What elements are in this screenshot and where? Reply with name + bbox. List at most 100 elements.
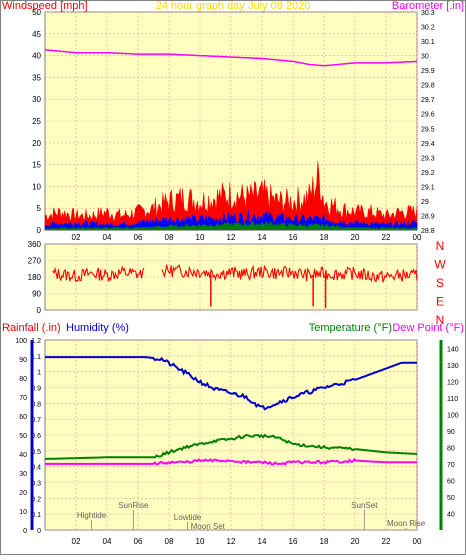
y-tick-label-wind: 40 (32, 52, 41, 61)
y-tick-label-rain: 0.3 (31, 481, 41, 488)
event-label: Lowtide (174, 513, 202, 522)
y-tick-label-dir: 0 (37, 306, 42, 315)
y-tick-label-baro: 30.3 (421, 10, 435, 17)
compass-label: N (436, 239, 445, 253)
y-tick-label-baro: 30.2 (421, 25, 435, 32)
y-tick-label-wind: 35 (32, 73, 41, 82)
compass-label: S (436, 276, 444, 290)
y-tick-label-rain: 0.4 (31, 465, 41, 472)
y-tick-label-humidity: 100 (15, 338, 27, 345)
y-tick-label-wind: 10 (32, 182, 41, 191)
rain-humidity-temp-ticks: 010203040506070809010000.10.20.30.40.50.… (15, 338, 458, 546)
y-tick-label-rain: 0.5 (31, 449, 41, 456)
y-tick-label-temp: 90 (447, 429, 455, 436)
y-tick-label-rain: 0.6 (31, 433, 41, 440)
x-tick-label: 10 (196, 537, 205, 546)
y-tick-label-rain: 0.7 (31, 417, 41, 424)
windspeed-axis-label: Windspeed [mph] (2, 0, 88, 12)
x-tick-label: 14 (258, 537, 267, 546)
y-tick-label-humidity: 80 (19, 376, 27, 383)
y-tick-label-temp: 50 (447, 495, 455, 502)
y-tick-label-dir: 180 (28, 273, 42, 282)
y-tick-label-temp: 110 (447, 396, 458, 403)
y-tick-label-wind: 50 (32, 8, 41, 17)
y-tick-label-baro: 29.4 (421, 141, 435, 148)
x-tick-label: 16 (289, 537, 298, 546)
wind-series-gust_low (44, 220, 418, 231)
event-label: Hightide (77, 511, 107, 520)
y-tick-label-baro: 29.5 (421, 126, 435, 133)
y-tick-label-baro: 30.1 (421, 39, 435, 46)
x-tick-label: 18 (320, 537, 329, 546)
x-tick-label: 06 (134, 233, 143, 242)
y-tick-label-baro: 30 (421, 54, 429, 61)
y-tick-label-baro: 29.3 (421, 155, 435, 162)
y-tick-label-baro: 29.9 (421, 68, 435, 75)
x-tick-label: 10 (196, 233, 205, 242)
y-tick-label-wind: 5 (37, 204, 42, 213)
wind-baro-ticks: 0 5 10 15 20 25 30 35 40 45 50 28.8 28.9 29 29.1 29.2 29… (32, 8, 435, 242)
y-tick-label-dir: 90 (32, 290, 41, 299)
y-tick-label-temp: 80 (447, 445, 455, 452)
wind-series-gust_mid (44, 209, 418, 231)
y-tick-label-wind: 45 (32, 30, 41, 39)
y-tick-label-humidity: 40 (19, 452, 27, 459)
y-tick-label-humidity: 70 (19, 395, 27, 402)
wind-direction-series (52, 263, 418, 309)
y-tick-label-rain: 0.9 (31, 386, 41, 393)
compass-label: E (436, 295, 444, 309)
y-tick-label-rain: 0.1 (31, 512, 41, 519)
series-line-humidity (45, 356, 417, 411)
temperature-axis-label: Temperature (°F) (309, 322, 392, 334)
y-tick-label-dir: 360 (28, 240, 42, 249)
x-tick-label: 04 (103, 233, 112, 242)
y-tick-label-baro: 28.8 (421, 228, 435, 235)
x-tick-label: 16 (289, 233, 298, 242)
x-tick-label: 00 (413, 537, 422, 546)
x-tick-label: 06 (134, 537, 143, 546)
x-tick-label: 18 (320, 233, 329, 242)
y-tick-label-baro: 29.7 (421, 97, 435, 104)
y-tick-label-temp: 120 (447, 379, 459, 386)
x-tick-label: 08 (165, 233, 174, 242)
y-tick-label-wind: 30 (32, 95, 41, 104)
y-tick-label-rain: 0 (37, 528, 41, 535)
y-tick-label-temp: 40 (447, 511, 455, 518)
y-tick-label-baro: 28.9 (421, 213, 435, 220)
y-tick-label-humidity: 30 (19, 471, 27, 478)
y-tick-label-humidity: 60 (19, 414, 27, 421)
y-tick-label-wind: 20 (32, 139, 41, 148)
x-tick-label: 20 (351, 233, 360, 242)
y-tick-label-humidity: 0 (23, 528, 27, 535)
y-tick-label-temp: 70 (447, 462, 455, 469)
y-tick-label-rain: 0.2 (31, 496, 41, 503)
event-label: SunSet (351, 501, 378, 510)
event-label: Moon Set (191, 522, 226, 531)
y-tick-label-rain: 1.1 (31, 354, 41, 361)
y-tick-label-humidity: 50 (19, 433, 27, 440)
y-tick-label-temp: 60 (447, 478, 455, 485)
y-tick-label-humidity: 20 (19, 490, 27, 497)
rainfall-axis-label: Rainfall (.in) (2, 322, 61, 334)
x-tick-label: 08 (165, 537, 174, 546)
y-tick-label-baro: 29 (421, 199, 429, 206)
x-tick-label: 20 (351, 537, 360, 546)
x-tick-label: 00 (413, 233, 422, 242)
wind-series-wind (44, 160, 418, 231)
y-tick-label-rain: 1 (37, 370, 41, 377)
y-tick-label-humidity: 90 (19, 357, 27, 364)
compass-label: N (436, 313, 445, 327)
humidity-axis-label: Humidity (%) (66, 322, 129, 334)
y-tick-label-baro: 29.1 (421, 184, 435, 191)
y-tick-label-baro: 29.6 (421, 112, 435, 119)
x-tick-label: 22 (382, 233, 391, 242)
chart-title: 24 hour graph day July 08 2020 (156, 0, 311, 12)
y-tick-label-rain: 1.2 (31, 338, 41, 345)
x-tick-label: 02 (72, 233, 81, 242)
y-tick-label-rain: 0.8 (31, 401, 41, 408)
series-line-temp (44, 433, 418, 460)
